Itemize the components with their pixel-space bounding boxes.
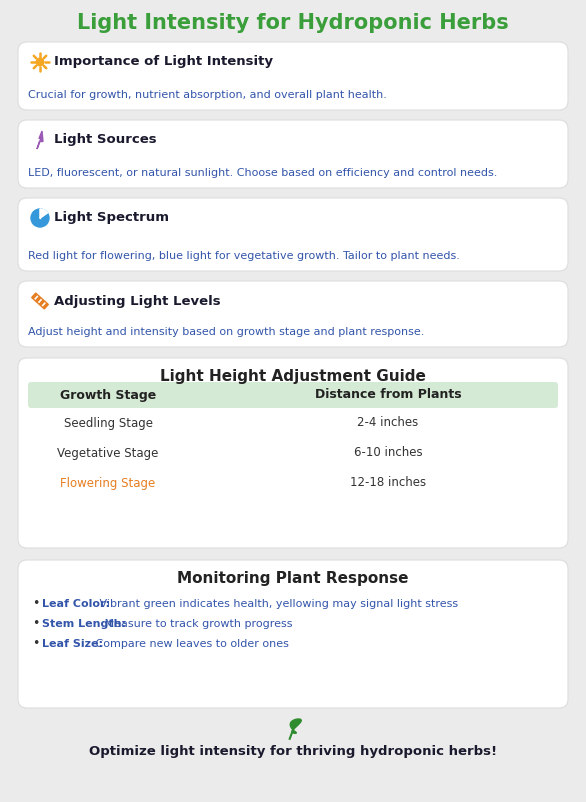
Text: Adjusting Light Levels: Adjusting Light Levels	[54, 294, 220, 307]
Text: 2-4 inches: 2-4 inches	[357, 416, 418, 430]
FancyBboxPatch shape	[18, 281, 568, 347]
Polygon shape	[37, 131, 43, 149]
Text: Light Intensity for Hydroponic Herbs: Light Intensity for Hydroponic Herbs	[77, 13, 509, 33]
Text: Stem Length:: Stem Length:	[42, 619, 126, 629]
Text: 6-10 inches: 6-10 inches	[354, 447, 423, 460]
Text: Light Height Adjustment Guide: Light Height Adjustment Guide	[160, 368, 426, 383]
Text: •: •	[32, 597, 39, 610]
Text: Adjust height and intensity based on growth stage and plant response.: Adjust height and intensity based on gro…	[28, 327, 424, 337]
Text: Vegetative Stage: Vegetative Stage	[57, 447, 159, 460]
Text: Light Sources: Light Sources	[54, 133, 156, 147]
Text: Measure to track growth progress: Measure to track growth progress	[101, 619, 292, 629]
FancyBboxPatch shape	[18, 358, 568, 548]
Text: Leaf Color:: Leaf Color:	[42, 599, 110, 609]
Text: 12-18 inches: 12-18 inches	[350, 476, 426, 489]
FancyBboxPatch shape	[18, 198, 568, 271]
Text: Seedling Stage: Seedling Stage	[63, 416, 152, 430]
Text: Red light for flowering, blue light for vegetative growth. Tailor to plant needs: Red light for flowering, blue light for …	[28, 251, 460, 261]
Text: •: •	[32, 618, 39, 630]
Text: Compare new leaves to older ones: Compare new leaves to older ones	[91, 639, 288, 649]
Polygon shape	[40, 209, 47, 218]
FancyBboxPatch shape	[28, 382, 558, 408]
FancyBboxPatch shape	[18, 560, 568, 708]
Text: Light Spectrum: Light Spectrum	[54, 212, 169, 225]
Text: LED, fluorescent, or natural sunlight. Choose based on efficiency and control ne: LED, fluorescent, or natural sunlight. C…	[28, 168, 498, 178]
Text: Leaf Size:: Leaf Size:	[42, 639, 103, 649]
Text: Flowering Stage: Flowering Stage	[60, 476, 156, 489]
Polygon shape	[290, 719, 301, 733]
Text: Crucial for growth, nutrient absorption, and overall plant health.: Crucial for growth, nutrient absorption,…	[28, 90, 387, 100]
Text: Monitoring Plant Response: Monitoring Plant Response	[177, 570, 409, 585]
Text: •: •	[32, 638, 39, 650]
FancyBboxPatch shape	[18, 42, 568, 110]
Text: Vibrant green indicates health, yellowing may signal light stress: Vibrant green indicates health, yellowin…	[96, 599, 458, 609]
Text: Optimize light intensity for thriving hydroponic herbs!: Optimize light intensity for thriving hy…	[89, 746, 497, 759]
Circle shape	[36, 59, 44, 66]
Circle shape	[31, 209, 49, 227]
Polygon shape	[32, 293, 48, 309]
FancyBboxPatch shape	[18, 120, 568, 188]
Text: Importance of Light Intensity: Importance of Light Intensity	[54, 55, 273, 68]
Text: Distance from Plants: Distance from Plants	[315, 388, 461, 402]
Text: Growth Stage: Growth Stage	[60, 388, 156, 402]
